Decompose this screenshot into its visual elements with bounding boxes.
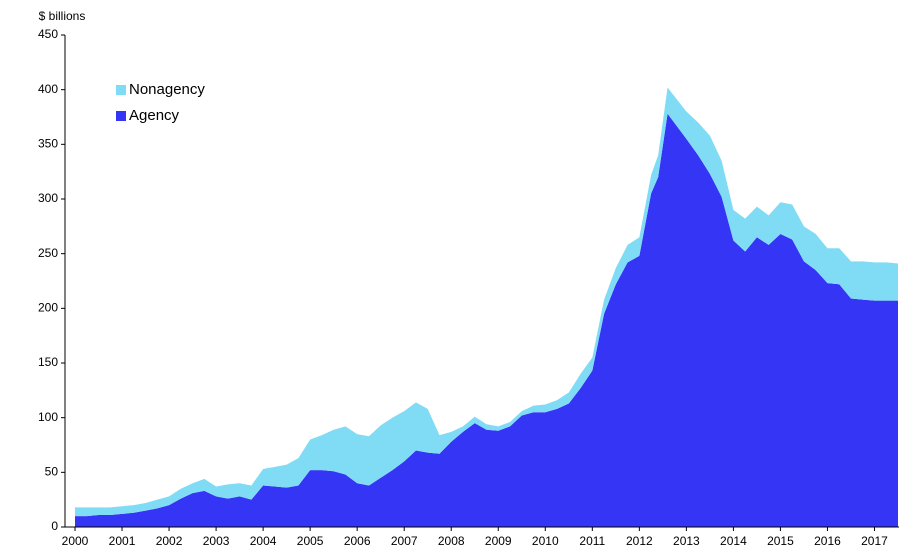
legend: Nonagency Agency [116, 81, 205, 124]
x-tick-label: 2013 [673, 534, 700, 548]
area [75, 113, 898, 527]
x-tick-label: 2002 [156, 534, 183, 548]
legend-label: Agency [129, 107, 180, 124]
x-tick-label: 2010 [532, 534, 559, 548]
x-tick-label: 2012 [626, 534, 653, 548]
x-tick-label: 2009 [485, 534, 512, 548]
x-tick-label: 2016 [814, 534, 841, 548]
x-tick-label: 2008 [438, 534, 465, 548]
y-tick-label: 350 [38, 137, 58, 151]
legend-swatch [116, 111, 126, 121]
x-tick-label: 2015 [767, 534, 794, 548]
legend-swatch [116, 85, 126, 95]
x-tick-label: 2000 [62, 534, 89, 548]
x-tick-label: 2006 [344, 534, 371, 548]
x-tick-label: 2017 [861, 534, 888, 548]
x-tick-label: 2011 [579, 534, 605, 548]
y-tick-label: 150 [38, 355, 58, 369]
x-tick-label: 2007 [391, 534, 418, 548]
y-tick-label: 50 [45, 465, 59, 479]
x-tick-label: 2014 [720, 534, 747, 548]
x-tick-label: 2001 [109, 534, 136, 548]
y-tick-label: 450 [38, 27, 58, 41]
y-tick-label: 100 [38, 410, 58, 424]
y-tick-label: 300 [38, 191, 58, 205]
y-tick-label: 250 [38, 246, 58, 260]
x-tick-label: 2003 [203, 534, 230, 548]
legend-label: Nonagency [129, 81, 205, 98]
x-tick-label: 2005 [297, 534, 324, 548]
y-axis-label: $ billions [39, 9, 86, 23]
y-tick-label: 0 [51, 519, 58, 533]
x-tick-label: 2004 [250, 534, 277, 548]
y-tick-label: 200 [38, 301, 58, 315]
y-tick-label: 400 [38, 82, 58, 96]
